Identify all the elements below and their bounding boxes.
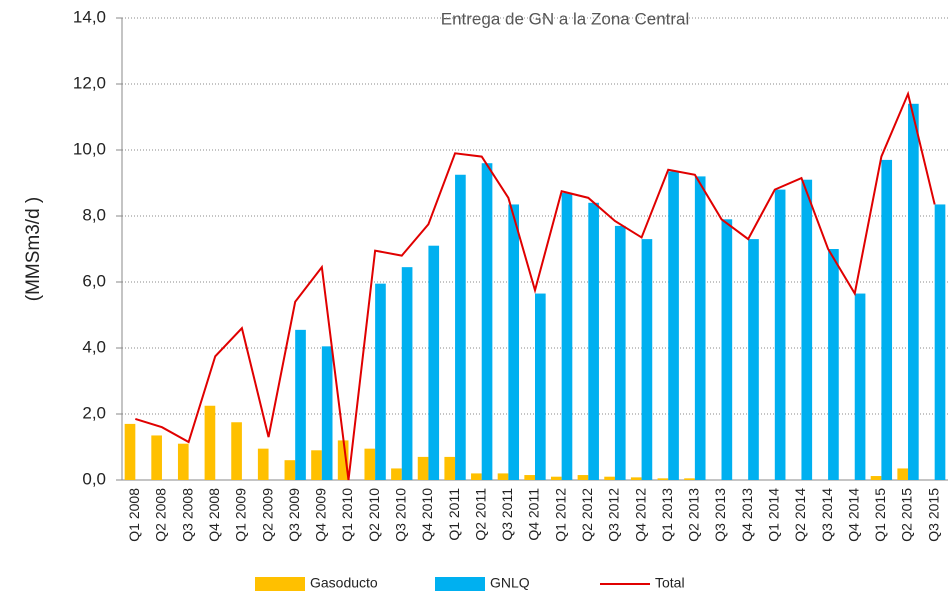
bar <box>854 293 866 480</box>
bar <box>428 245 440 480</box>
bar <box>614 225 626 480</box>
x-tick-label: Q4 2010 <box>419 488 435 542</box>
bar <box>231 422 242 480</box>
y-axis-title: (MMSm3/d ) <box>23 197 44 302</box>
x-tick-label: Q3 2008 <box>179 488 195 542</box>
x-tick-label: Q3 2014 <box>819 488 835 542</box>
bar <box>630 477 642 480</box>
x-tick-label: Q3 2009 <box>286 488 302 542</box>
x-tick-label: Q4 2014 <box>845 488 861 542</box>
x-tick-label: Q2 2014 <box>792 488 808 542</box>
bar <box>801 179 813 480</box>
bar <box>204 405 216 480</box>
x-tick-label: Q1 2010 <box>339 488 355 542</box>
y-tick-label: 0,0 <box>82 469 106 488</box>
bar <box>870 476 882 480</box>
x-tick-label: Q1 2009 <box>233 488 249 542</box>
x-tick-label: Q4 2009 <box>313 488 329 542</box>
bar <box>337 440 349 480</box>
bar <box>444 456 456 480</box>
x-tick-label: Q3 2015 <box>925 488 941 542</box>
legend-label: Total <box>655 575 685 591</box>
bar <box>535 293 546 480</box>
bar <box>151 435 162 480</box>
bar <box>284 460 296 480</box>
x-tick-label: Q4 2011 <box>526 488 542 541</box>
bar <box>471 473 482 480</box>
bar <box>748 239 759 480</box>
bar <box>311 450 322 480</box>
y-tick-label: 12,0 <box>73 73 106 92</box>
y-tick-label: 10,0 <box>73 139 106 158</box>
bar <box>897 468 909 480</box>
bar <box>684 478 695 480</box>
bar <box>375 283 386 480</box>
x-tick-label: Q2 2008 <box>153 488 169 542</box>
x-tick-label: Q2 2015 <box>899 488 915 542</box>
bar <box>177 443 189 480</box>
bar <box>561 192 573 480</box>
bar <box>497 473 509 480</box>
x-tick-label: Q2 2013 <box>686 488 702 542</box>
bar <box>694 176 706 480</box>
x-tick-label: Q1 2012 <box>552 488 568 542</box>
x-tick-label: Q2 2012 <box>579 488 595 542</box>
x-tick-label: Q2 2009 <box>259 488 275 542</box>
bar <box>577 475 589 480</box>
bar <box>524 475 535 480</box>
bar <box>721 219 733 481</box>
bar <box>641 239 653 480</box>
x-tick-label: Q3 2010 <box>392 488 408 542</box>
bar <box>828 249 839 480</box>
x-tick-label: Q4 2013 <box>739 488 755 542</box>
x-tick-label: Q1 2015 <box>872 488 888 542</box>
legend-label: GNLQ <box>490 575 530 591</box>
bar <box>668 171 679 480</box>
bar <box>881 159 893 480</box>
y-tick-label: 8,0 <box>82 205 106 224</box>
x-tick-label: Q1 2013 <box>659 488 675 542</box>
bar <box>401 267 413 480</box>
x-tick-label: Q3 2011 <box>499 488 515 541</box>
bar <box>657 478 669 480</box>
bar <box>508 204 520 480</box>
x-tick-label: Q2 2011 <box>472 488 488 541</box>
line <box>135 90 936 481</box>
x-tick-label: Q3 2013 <box>712 488 728 542</box>
bar <box>588 202 599 481</box>
y-tick-label: 4,0 <box>82 337 106 356</box>
bar <box>481 163 493 480</box>
bar <box>908 103 919 481</box>
bar <box>257 448 269 480</box>
bar <box>321 346 333 480</box>
x-tick-label: Q1 2008 <box>126 488 142 542</box>
x-tick-label: Q4 2008 <box>206 488 222 542</box>
y-tick-label: 6,0 <box>82 271 106 290</box>
legend-label: Gasoducto <box>310 575 378 591</box>
bar <box>364 448 376 480</box>
legend-swatch <box>255 577 305 591</box>
x-tick-label: Q2 2010 <box>366 488 382 542</box>
y-tick-label: 2,0 <box>82 403 106 422</box>
bar <box>417 456 429 480</box>
bar <box>774 189 786 480</box>
bar <box>391 468 402 480</box>
x-tick-label: Q3 2012 <box>606 488 622 542</box>
bar <box>604 476 615 480</box>
chart-title: Entrega de GN a la Zona Central <box>441 9 690 28</box>
bar <box>295 329 306 480</box>
bar <box>550 476 562 480</box>
legend-swatch <box>435 577 485 591</box>
x-tick-label: Q1 2011 <box>446 488 462 541</box>
bar <box>934 204 946 480</box>
bar <box>455 174 466 480</box>
x-tick-label: Q4 2012 <box>632 488 648 542</box>
bar <box>124 423 136 480</box>
y-tick-label: 14,0 <box>73 7 106 26</box>
x-tick-label: Q1 2014 <box>766 488 782 542</box>
